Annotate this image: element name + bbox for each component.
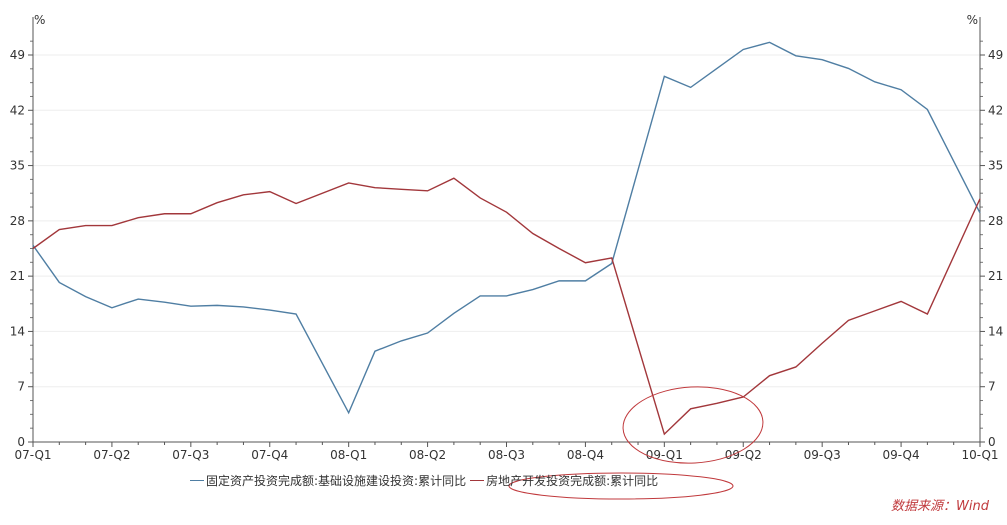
- y-tick-label-left: 49: [10, 48, 25, 62]
- x-tick-label: 08-Q3: [488, 448, 525, 462]
- legend-label-real-estate: 房地产开发投资完成额:累计同比: [486, 474, 659, 488]
- y-tick-label-right: 49: [988, 48, 1003, 62]
- x-tick-label: 08-Q2: [409, 448, 446, 462]
- series-line-0: [32, 41, 981, 415]
- y-tick-label-left: 21: [10, 269, 25, 283]
- y-tick-label-right: 0: [988, 435, 996, 449]
- y-tick-label-left: 0: [17, 435, 25, 449]
- x-tick-label: 07-Q3: [172, 448, 209, 462]
- y-tick-label-right: 35: [988, 159, 1003, 173]
- x-tick-label: 09-Q2: [725, 448, 762, 462]
- y-tick-label-right: 21: [988, 269, 1003, 283]
- x-tick-label: 07-Q1: [14, 448, 51, 462]
- legend: 固定资产投资完成额:基础设施建设投资:累计同比 房地产开发投资完成额:累计同比: [190, 472, 662, 489]
- y-tick-label-left: 7: [17, 380, 25, 394]
- y-tick-label-right: 28: [988, 214, 1003, 228]
- y-unit-left: %: [34, 13, 45, 27]
- y-tick-label-right: 7: [988, 380, 996, 394]
- y-tick-label-left: 42: [10, 103, 25, 117]
- x-tick-label: 09-Q1: [646, 448, 683, 462]
- legend-swatch-infrastructure: [190, 480, 204, 481]
- data-source-note: 数据来源：Wind: [891, 499, 989, 514]
- x-tick-label: 07-Q2: [93, 448, 130, 462]
- legend-label-infrastructure: 固定资产投资完成额:基础设施建设投资:累计同比: [206, 474, 467, 488]
- y-tick-label-left: 14: [10, 324, 25, 338]
- y-tick-label-left: 35: [10, 159, 25, 173]
- y-unit-right: %: [967, 13, 978, 27]
- x-tick-label: 09-Q4: [883, 448, 920, 462]
- x-tick-label: 09-Q3: [804, 448, 841, 462]
- x-tick-label: 07-Q4: [251, 448, 288, 462]
- annotation-circle-legend: [508, 472, 734, 500]
- legend-item-infrastructure: 固定资产投资完成额:基础设施建设投资:累计同比: [190, 472, 466, 489]
- x-tick-label: 10-Q1: [961, 448, 998, 462]
- series-line-1: [32, 177, 981, 436]
- y-tick-label-right: 42: [988, 103, 1003, 117]
- annotation-circle-dip: [622, 386, 764, 464]
- y-tick-label-right: 14: [988, 324, 1003, 338]
- x-tick-label: 08-Q4: [567, 448, 604, 462]
- x-tick-label: 08-Q1: [330, 448, 367, 462]
- legend-swatch-real-estate: [470, 480, 485, 481]
- legend-item-real-estate: 房地产开发投资完成额:累计同比: [470, 472, 658, 489]
- y-tick-label-left: 28: [10, 214, 25, 228]
